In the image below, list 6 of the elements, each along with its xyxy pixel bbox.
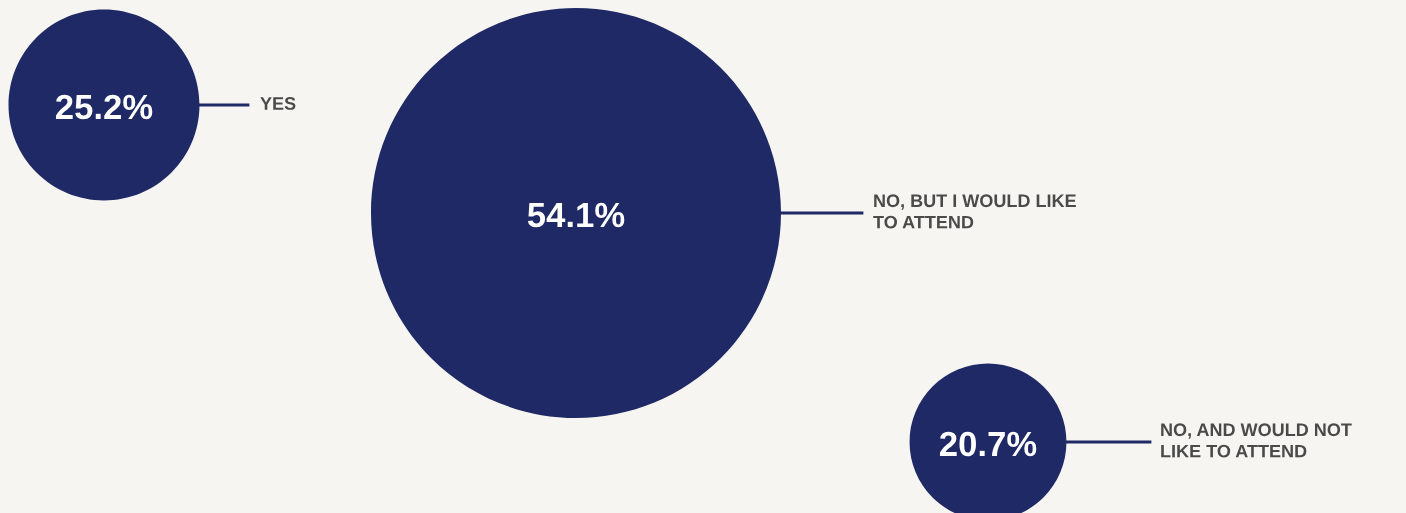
data-label: 54.1% [527, 202, 625, 228]
category-label: YES [260, 97, 296, 110]
category-label: NO, AND WOULD NOT LIKE TO ATTEND [1161, 423, 1352, 458]
category-label: NO, BUT I WOULD LIKE TO ATTEND [873, 194, 1076, 229]
data-label: 20.7% [939, 431, 1037, 457]
data-label: 25.2% [55, 94, 153, 120]
